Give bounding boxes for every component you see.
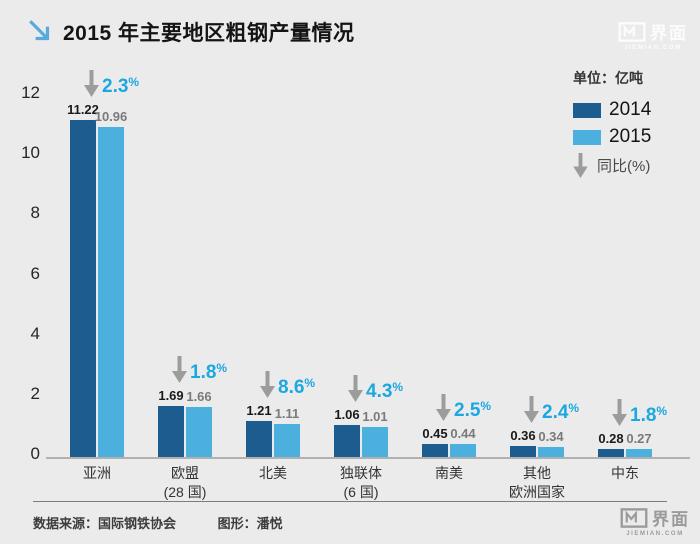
x-category-label: 欧盟 (28 国): [163, 465, 207, 500]
bar-2014-6: [598, 448, 624, 457]
value-label-2015-1: 1.66: [186, 389, 212, 405]
value-label-2015-4: 0.44: [450, 425, 476, 441]
bar-2014-1: [158, 406, 184, 457]
plot-area: 11.22 10.96 2.3% 1.69 1.66 1.8% 1.21 1.11 8.6% 1.…: [46, 69, 690, 459]
bar-2015-3: [362, 426, 388, 457]
down-arrow-icon: [436, 393, 451, 421]
down-arrow-icon: [348, 375, 363, 403]
yoy-annotation-5: 2.4%: [524, 396, 579, 425]
down-arrow-icon: [172, 356, 187, 384]
yoy-label: 同比(%): [597, 158, 651, 175]
header: 2015 年主要地区粗钢产量情况: [27, 17, 355, 47]
brand-domain: JIEMIAN.COM: [626, 531, 684, 537]
yoy-percent: 2.3%: [102, 74, 140, 97]
down-arrow-icon: [573, 153, 588, 178]
y-tick-label: 12: [21, 83, 40, 103]
yoy-percent: 8.6%: [278, 375, 316, 398]
footer: 数据来源：国际钢铁协会 图形：潘悦: [33, 513, 283, 532]
yoy-percent: 2.5%: [454, 398, 492, 421]
yoy-percent: 2.4%: [542, 401, 580, 424]
value-label-2014-3: 1.06: [334, 407, 360, 423]
bar-2015-6: [626, 448, 652, 457]
bar-2015-0: [98, 127, 124, 457]
value-label-2014-2: 1.21: [246, 402, 272, 418]
value-label-2014-6: 0.28: [598, 430, 624, 446]
y-tick-label: 2: [30, 383, 40, 403]
yoy-annotation-2: 8.6%: [260, 370, 316, 400]
legend-label-2014: 2014: [609, 99, 652, 120]
down-right-arrow-icon: [29, 20, 50, 41]
chart-legend: 单位：亿吨 2014 2015 同比(%): [573, 68, 651, 183]
value-label-2015-3: 1.01: [362, 408, 388, 424]
bar-2015-2: [274, 423, 300, 457]
jiemian-logo-icon: [618, 21, 646, 42]
yoy-percent: 1.8%: [190, 361, 228, 384]
x-category-label: 中东: [611, 465, 639, 481]
value-label-2014-4: 0.45: [422, 425, 448, 441]
x-category-label: 亚洲: [83, 465, 111, 481]
bar-2015-4: [450, 443, 476, 457]
brand-name: 界面: [652, 510, 690, 529]
yoy-annotation-1: 1.8%: [172, 356, 227, 385]
legend-item-yoy: 同比(%): [573, 153, 651, 178]
bar-2015-1: [186, 407, 212, 457]
unit-label: 单位：亿吨: [573, 70, 643, 86]
legend-item-2015: 2015: [573, 126, 651, 148]
yoy-annotation-4: 2.5%: [436, 393, 492, 423]
brand-domain: JIEMIAN.COM: [624, 45, 682, 51]
value-label-2015-0: 10.96: [94, 109, 128, 125]
value-label-2015-2: 1.11: [274, 405, 300, 421]
footer-divider: [33, 501, 667, 502]
down-arrow-icon: [260, 370, 275, 398]
legend-label-2015: 2015: [609, 126, 652, 147]
yoy-annotation-3: 4.3%: [348, 375, 403, 404]
bar-2014-2: [246, 420, 272, 457]
yoy-percent: 4.3%: [366, 380, 404, 403]
data-source: 数据来源：国际钢铁协会: [33, 516, 177, 531]
x-category-label: 其他 欧洲国家: [509, 465, 565, 500]
jiemian-logo-icon: [620, 507, 648, 528]
bar-2014-4: [422, 443, 448, 457]
y-tick-label: 6: [30, 263, 40, 283]
yoy-annotation-0: 2.3%: [84, 69, 140, 99]
graphic-credit: 图形：潘悦: [217, 516, 283, 531]
page-title: 2015 年主要地区粗钢产量情况: [63, 22, 355, 45]
yoy-annotation-6: 1.8%: [612, 398, 668, 428]
brand-name: 界面: [650, 24, 688, 43]
legend-item-2014: 2014: [573, 99, 651, 121]
value-label-2014-1: 1.69: [158, 388, 184, 404]
bar-2014-3: [334, 425, 360, 457]
bar-2014-0: [70, 119, 96, 457]
down-arrow-icon: [612, 398, 627, 426]
value-label-2014-0: 11.22: [67, 101, 99, 117]
x-category-label: 独联体 (6 国): [340, 465, 382, 500]
y-tick-label: 0: [30, 444, 40, 463]
value-label-2015-5: 0.34: [538, 428, 564, 444]
x-category-label: 北美: [259, 465, 287, 481]
down-arrow-icon: [524, 396, 539, 424]
legend-swatch-2014: [573, 102, 601, 118]
jiemian-logo-top: 界面 JIEMIAN.COM: [618, 19, 688, 51]
legend-swatch-2015: [573, 129, 601, 145]
yoy-percent: 1.8%: [630, 403, 668, 426]
bar-2015-5: [538, 446, 564, 457]
y-tick-label: 4: [30, 323, 40, 343]
value-label-2015-6: 0.27: [626, 430, 652, 446]
value-label-2014-5: 0.36: [510, 428, 536, 444]
bar-2014-5: [510, 446, 536, 457]
y-tick-label: 10: [21, 143, 40, 163]
jiemian-logo-bottom: 界面 JIEMIAN.COM: [620, 505, 690, 537]
down-arrow-icon: [84, 69, 99, 97]
x-category-label: 南美: [435, 465, 463, 481]
y-tick-label: 8: [30, 203, 40, 223]
